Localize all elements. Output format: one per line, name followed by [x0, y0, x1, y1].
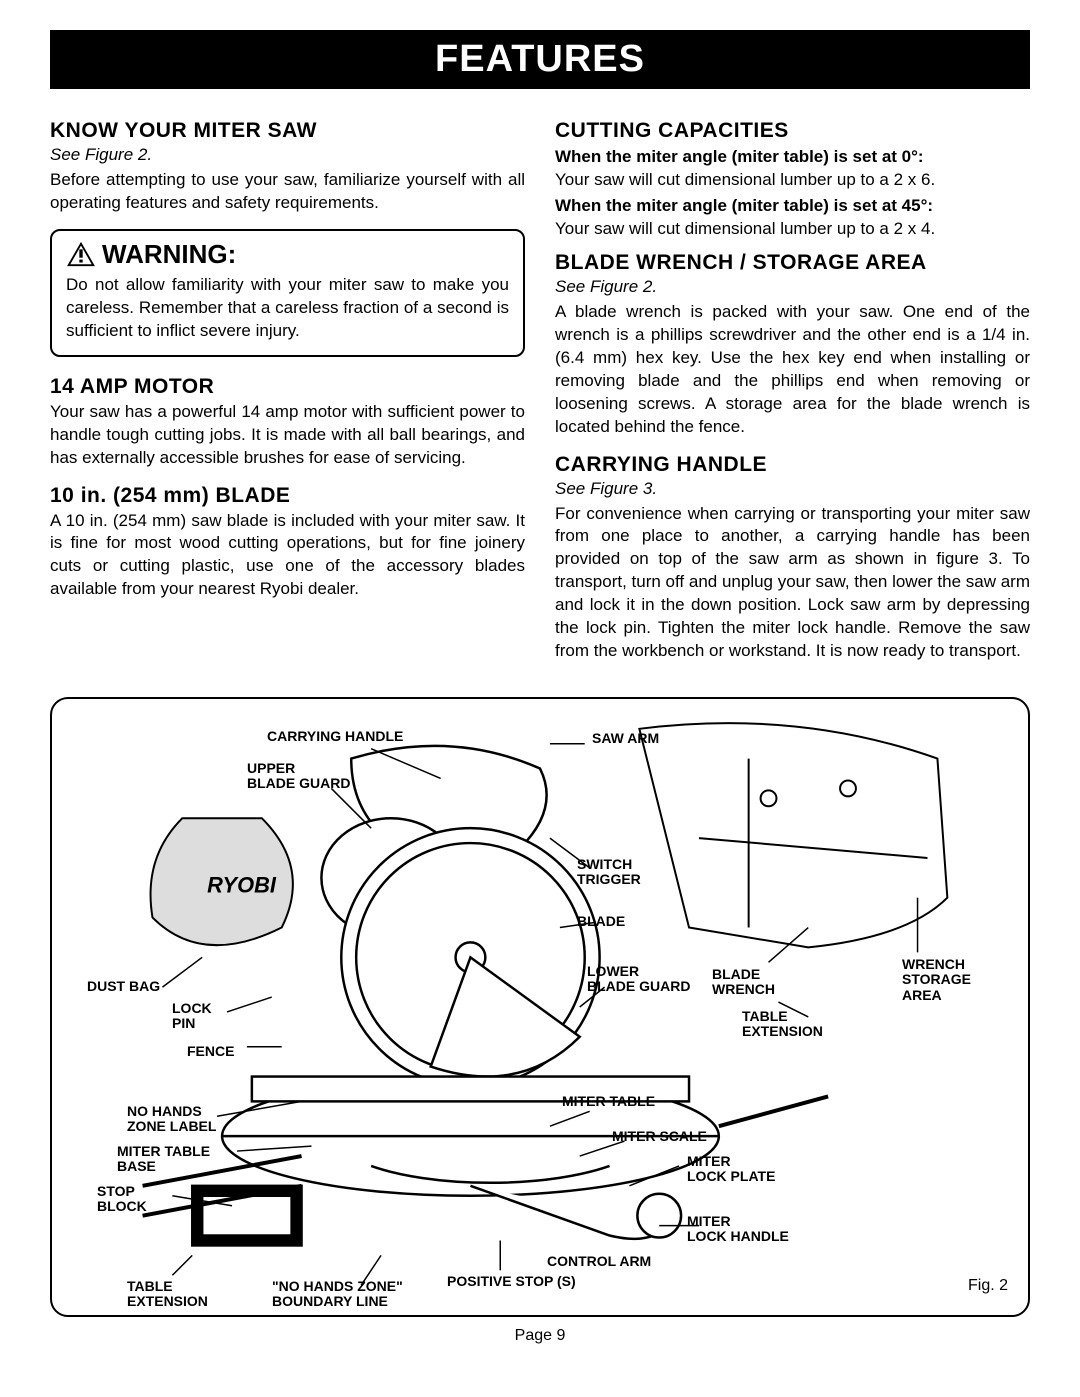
- lbl-control-arm: CONTROL ARM: [547, 1254, 651, 1269]
- lbl-miter-lock-plate: MITERLOCK PLATE: [687, 1154, 775, 1185]
- motor-heading: 14 AMP MOTOR: [50, 375, 525, 399]
- two-column-layout: KNOW YOUR MITER SAW See Figure 2. Before…: [50, 109, 1030, 677]
- lbl-table-ext-left: TABLEEXTENSION: [127, 1279, 208, 1310]
- blade-heading: 10 in. (254 mm) BLADE: [50, 484, 525, 508]
- figure-number: Fig. 2: [968, 1277, 1008, 1295]
- lbl-miter-table: MITER TABLE: [562, 1094, 655, 1109]
- figure-2: RYOBI: [50, 697, 1030, 1317]
- lbl-no-hands-boundary: "NO HANDS ZONE"BOUNDARY LINE: [272, 1279, 403, 1310]
- warning-body: Do not allow familiarity with your miter…: [66, 274, 509, 343]
- lbl-miter-lock-handle: MITERLOCK HANDLE: [687, 1214, 789, 1245]
- svg-text:RYOBI: RYOBI: [207, 873, 277, 898]
- know-heading: KNOW YOUR MITER SAW: [50, 119, 525, 143]
- wrench-heading: BLADE WRENCH / STORAGE AREA: [555, 251, 1030, 275]
- lbl-lower-blade-guard: LOWERBLADE GUARD: [587, 964, 690, 995]
- know-figure-ref: See Figure 2.: [50, 145, 525, 165]
- lbl-switch-trigger: SWITCHTRIGGER: [577, 857, 641, 888]
- cut-at45-label: When the miter angle (miter table) is se…: [555, 196, 1030, 216]
- lbl-blade-wrench: BLADEWRENCH: [712, 967, 775, 998]
- lbl-table-ext-right: TABLEEXTENSION: [742, 1009, 823, 1040]
- lbl-blade: BLADE: [577, 914, 625, 929]
- warning-label: WARNING:: [102, 239, 236, 270]
- left-column: KNOW YOUR MITER SAW See Figure 2. Before…: [50, 109, 525, 677]
- know-body: Before attempting to use your saw, famil…: [50, 169, 525, 215]
- wrench-figure-ref: See Figure 2.: [555, 277, 1030, 297]
- lbl-upper-blade-guard: UPPERBLADE GUARD: [247, 761, 350, 792]
- blade-body: A 10 in. (254 mm) saw blade is included …: [50, 510, 525, 602]
- page-number: Page 9: [50, 1327, 1030, 1345]
- cut-at0-body: Your saw will cut dimensional lumber up …: [555, 169, 1030, 192]
- lbl-stop-block: STOPBLOCK: [97, 1184, 147, 1215]
- wrench-body: A blade wrench is packed with your saw. …: [555, 301, 1030, 439]
- warning-box: WARNING: Do not allow familiarity with y…: [50, 229, 525, 357]
- lbl-lock-pin: LOCKPIN: [172, 1001, 212, 1032]
- lbl-no-hands-zone: NO HANDSZONE LABEL: [127, 1104, 216, 1135]
- cutting-heading: CUTTING CAPACITIES: [555, 119, 1030, 143]
- lbl-fence: FENCE: [187, 1044, 234, 1059]
- carry-figure-ref: See Figure 3.: [555, 479, 1030, 499]
- carry-heading: CARRYING HANDLE: [555, 453, 1030, 477]
- cut-at45-body: Your saw will cut dimensional lumber up …: [555, 218, 1030, 241]
- lbl-carrying-handle: CARRYING HANDLE: [267, 729, 403, 744]
- warning-heading: WARNING:: [66, 239, 509, 270]
- warning-icon: [66, 241, 96, 267]
- cut-at0-label: When the miter angle (miter table) is se…: [555, 147, 1030, 167]
- lbl-miter-scale: MITER SCALE: [612, 1129, 707, 1144]
- lbl-positive-stop: POSITIVE STOP (S): [447, 1274, 576, 1289]
- motor-body: Your saw has a powerful 14 amp motor wit…: [50, 401, 525, 470]
- page-title: FEATURES: [50, 30, 1030, 89]
- lbl-dust-bag: DUST BAG: [87, 979, 160, 994]
- carry-body: For convenience when carrying or transpo…: [555, 503, 1030, 664]
- lbl-miter-table-base: MITER TABLEBASE: [117, 1144, 210, 1175]
- lbl-saw-arm: SAW ARM: [592, 731, 659, 746]
- right-column: CUTTING CAPACITIES When the miter angle …: [555, 109, 1030, 677]
- lbl-wrench-storage: WRENCHSTORAGEAREA: [902, 957, 971, 1003]
